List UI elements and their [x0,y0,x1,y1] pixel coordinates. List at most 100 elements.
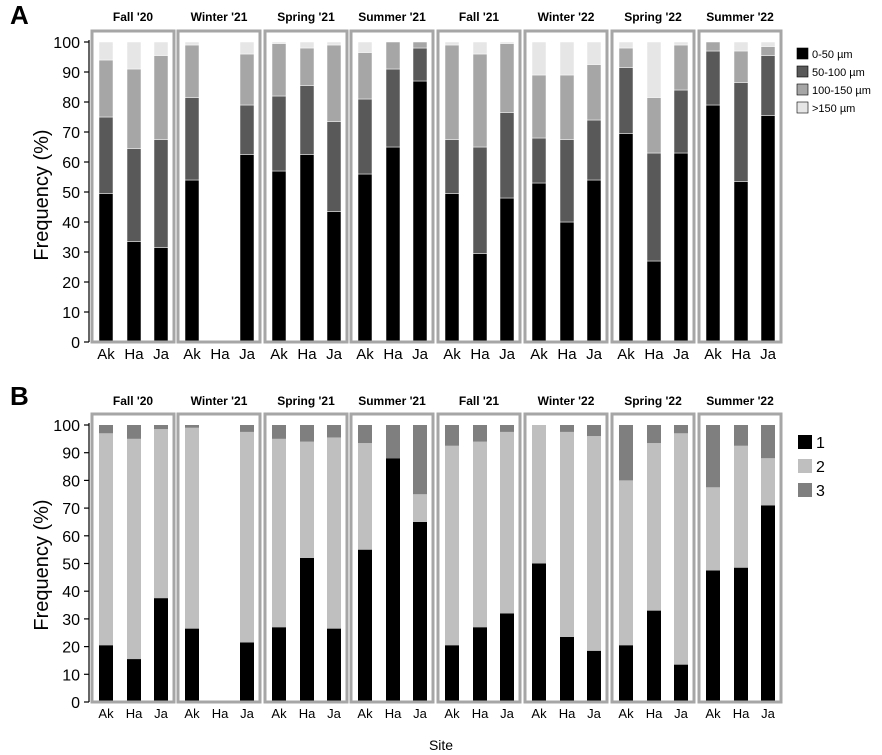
site-label: Ak [98,706,114,721]
bar-segment [734,425,748,446]
bar-segment [385,68,401,148]
y-tick-label: 0 [71,335,80,352]
bar-segment [444,193,460,343]
season-label: Fall '20 [113,10,154,24]
site-label: Ja [761,706,776,721]
legend-swatch [796,101,809,114]
bar-segment [445,425,459,446]
bar-segment [386,425,400,459]
site-label: Ha [212,706,229,721]
bar-segment [734,567,748,702]
site-label: Ak [271,706,287,721]
bar-segment [300,425,314,442]
y-tick-label: 10 [62,667,80,684]
season-label: Summer '21 [358,10,426,24]
bar-segment [184,44,200,98]
season-frame [610,29,696,344]
bar-segment [646,97,662,154]
season-frame [697,29,783,344]
bar-segment [271,43,287,97]
bar-segment [559,139,575,223]
bar-segment [705,41,721,52]
bar-segment [326,44,342,122]
bar-segment [126,241,142,343]
bar-segment [532,425,546,564]
bar-segment [99,425,113,434]
bar-segment [560,431,574,637]
bar-segment [560,636,574,702]
bar-segment [327,437,341,629]
y-tick-label: 20 [62,275,80,292]
season-frames-a [90,29,783,344]
bar-segment [500,431,514,614]
bar-segment [153,247,169,343]
bar-segment [531,182,547,343]
season-frame [523,412,609,704]
bar-segment [559,221,575,343]
bar-segment [413,494,427,522]
bar-segment [674,664,688,702]
legend-label: 50-100 µm [812,67,865,79]
bar-segment [760,115,776,343]
legend-a: 0-50 µm 50-100 µm 100-150 µm >150 µm [796,47,871,115]
bar-segment [706,570,720,702]
bar-segment [587,650,601,702]
bar-segment [98,41,114,61]
site-label: Ja [673,346,690,363]
bar-segment [673,44,689,91]
bar-segment [240,431,254,643]
site-label: Ha [731,346,751,363]
legend-b: 1 2 3 [798,435,825,500]
bar-segment [444,41,460,46]
bar-segment [272,627,286,702]
bar-segment [619,645,633,702]
legend-label: 100-150 µm [812,85,871,97]
site-label: Ja [499,346,516,363]
site-label: Ak [618,706,634,721]
bar-segment [358,443,372,550]
legend-swatch [796,47,809,60]
bar-segment [619,480,633,646]
site-label: Ha [733,706,750,721]
legend-swatch [798,483,812,497]
bar-segment [184,179,200,343]
y-tick-label: 40 [62,584,80,601]
season-frame [523,29,609,344]
site-label: Ja [760,346,777,363]
site-label: Ja [239,346,256,363]
bar-segment [674,425,688,434]
site-label: Ja [674,706,689,721]
site-label: Ak [531,706,547,721]
bar-segment [326,41,342,46]
site-label: Ak [443,346,461,363]
bar-segment [299,41,315,49]
site-label: Ha [644,346,664,363]
bar-segment [127,659,141,702]
site-label: Ja [586,346,603,363]
site-label: Ja [500,706,515,721]
bar-segment [499,41,515,44]
site-label: Ha [646,706,663,721]
bar-segment [271,95,287,172]
bar-segment [646,260,662,343]
y-tick-label: 80 [62,473,80,490]
bar-segment [532,563,546,702]
site-label: Ak [705,706,721,721]
season-label: Summer '21 [358,394,426,408]
legend-swatch [798,435,812,449]
y-axis-title-a: Frequency (%) [31,129,53,260]
bar-segment [272,425,286,439]
site-label: Ha [385,706,402,721]
y-tick-label: 60 [62,155,80,172]
bar-segment [587,436,601,651]
bar-segment [99,645,113,702]
bar-segment [760,55,776,116]
site-labels-a: Ak Ha Ja Ak Ha Ja Ak Ha Ja Ak Ha Ja Ak Ha Ja Ak Ha Ja Ak Ha… [97,346,776,363]
y-tick-label: 100 [53,35,80,52]
bar-segment [674,433,688,665]
bar-segment [153,139,169,248]
site-label: Ha [299,706,316,721]
site-label: Ja [412,346,429,363]
bar-segment [586,179,602,343]
bar-segment [413,521,427,702]
